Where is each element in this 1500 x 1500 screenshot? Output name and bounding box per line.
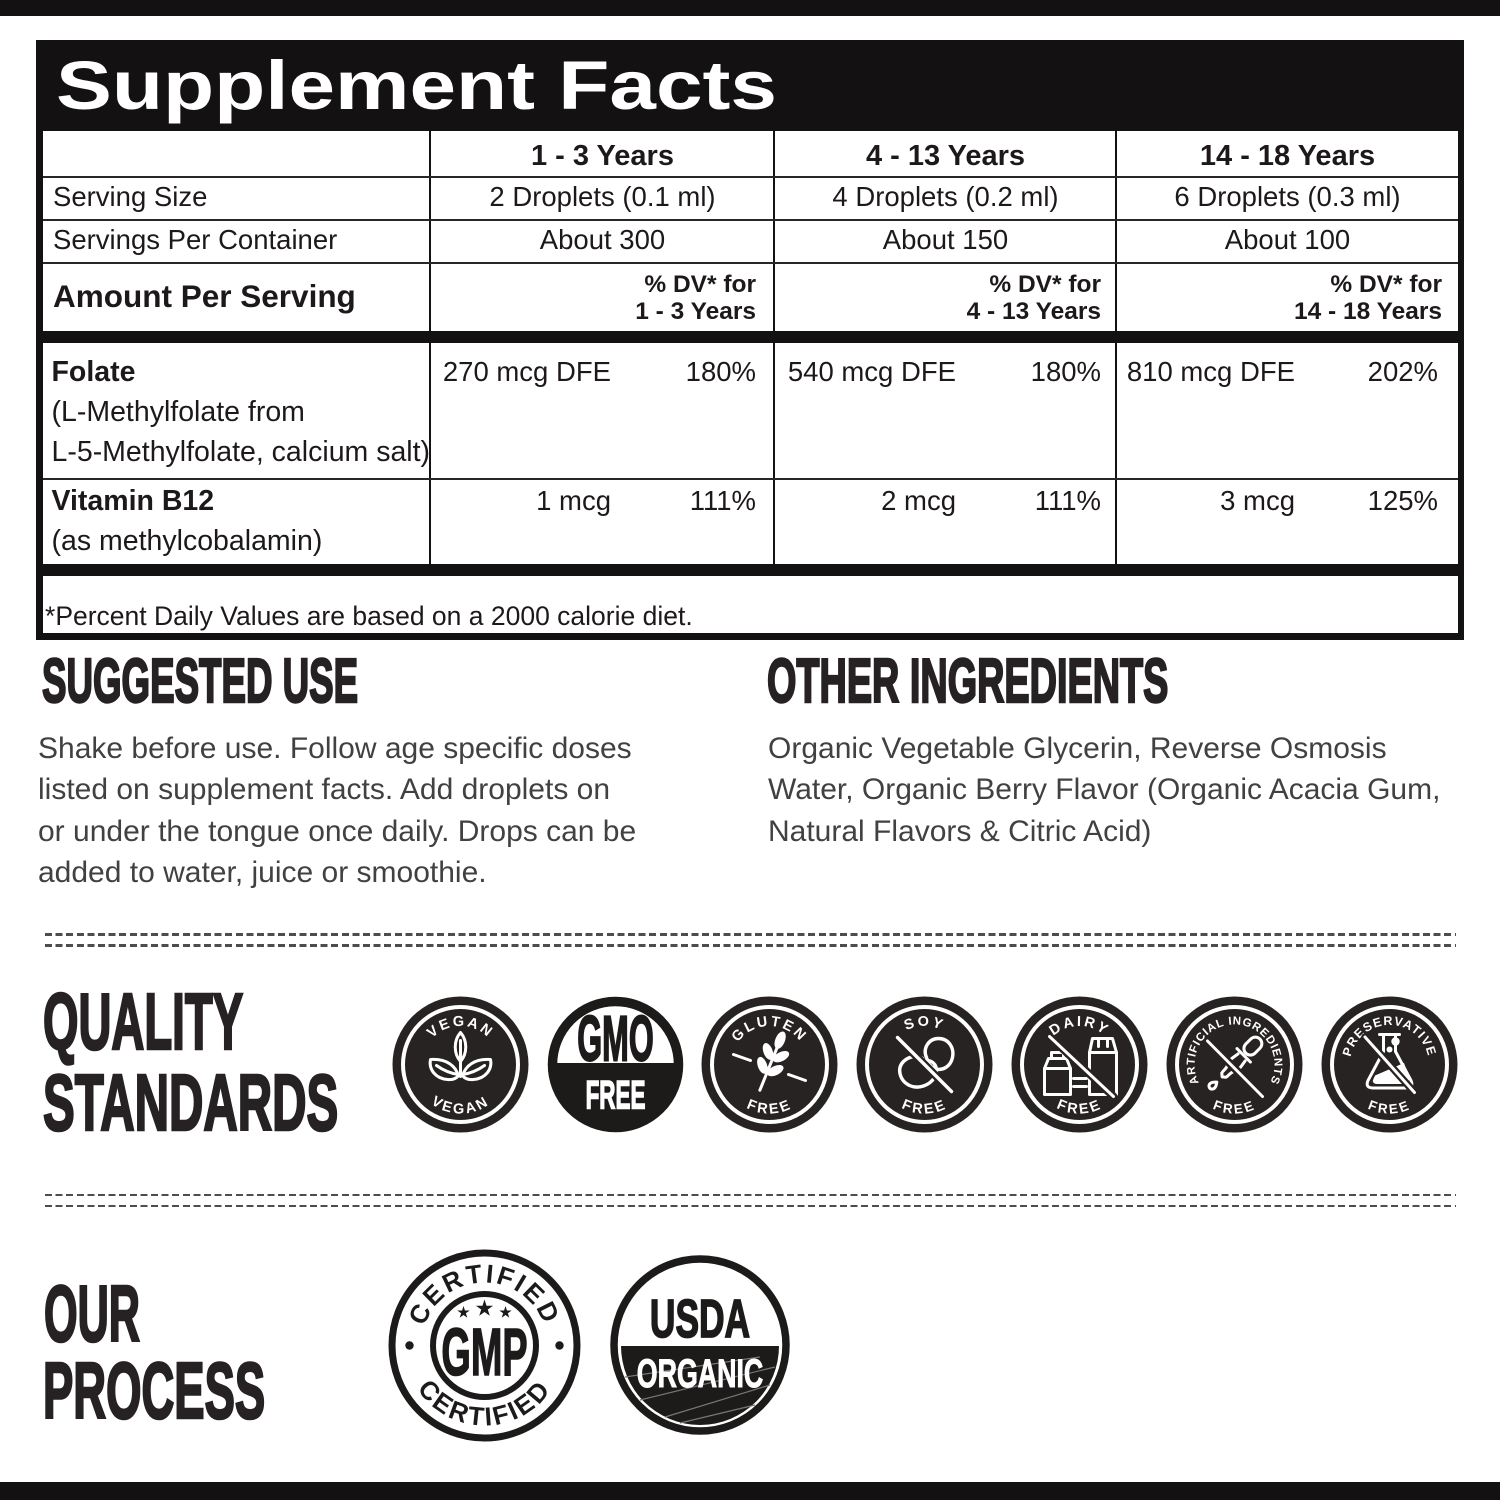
- svg-text:FREE: FREE: [1366, 1097, 1413, 1117]
- svg-text:ORGANIC: ORGANIC: [637, 1352, 764, 1397]
- svg-text:USDA: USDA: [650, 1288, 750, 1348]
- svg-text:FREE: FREE: [586, 1073, 646, 1117]
- svg-text:GMP: GMP: [441, 1315, 527, 1390]
- svg-text:GMO: GMO: [577, 1002, 653, 1074]
- svg-text:FREE: FREE: [1211, 1097, 1258, 1117]
